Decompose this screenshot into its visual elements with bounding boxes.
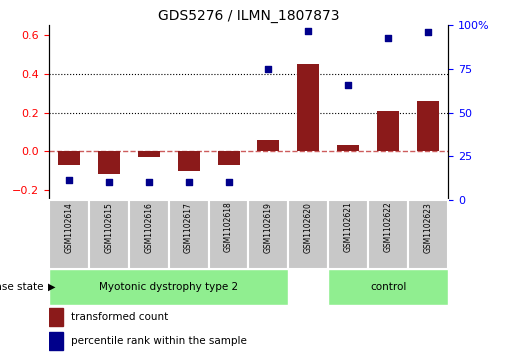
FancyBboxPatch shape: [248, 200, 288, 269]
Text: Myotonic dystrophy type 2: Myotonic dystrophy type 2: [99, 282, 238, 292]
FancyBboxPatch shape: [168, 200, 209, 269]
Bar: [377, 111, 399, 151]
Text: GSM1102620: GSM1102620: [304, 202, 313, 253]
Text: GSM1102615: GSM1102615: [105, 202, 113, 253]
Point: [384, 35, 392, 41]
Point: [304, 28, 313, 33]
Text: ▶: ▶: [48, 282, 56, 292]
FancyBboxPatch shape: [49, 200, 89, 269]
Point: [145, 179, 153, 185]
FancyBboxPatch shape: [329, 200, 368, 269]
Bar: [98, 151, 120, 175]
Bar: [178, 151, 200, 171]
Point: [65, 178, 73, 183]
Bar: [49, 332, 63, 350]
FancyBboxPatch shape: [49, 269, 288, 305]
Bar: [58, 151, 80, 165]
Bar: [417, 101, 439, 151]
Bar: [337, 146, 359, 151]
Point: [225, 179, 233, 185]
Bar: [297, 64, 319, 151]
Text: GSM1102618: GSM1102618: [224, 202, 233, 253]
Bar: [217, 151, 239, 165]
FancyBboxPatch shape: [329, 269, 448, 305]
FancyBboxPatch shape: [408, 200, 448, 269]
FancyBboxPatch shape: [209, 200, 248, 269]
Text: percentile rank within the sample: percentile rank within the sample: [71, 336, 247, 346]
FancyBboxPatch shape: [288, 200, 329, 269]
Point: [184, 179, 193, 185]
Bar: [138, 151, 160, 157]
Text: GSM1102622: GSM1102622: [384, 202, 392, 253]
Bar: [49, 308, 63, 326]
FancyBboxPatch shape: [89, 200, 129, 269]
Text: GSM1102614: GSM1102614: [64, 202, 73, 253]
Text: GSM1102621: GSM1102621: [344, 202, 353, 253]
Text: GSM1102623: GSM1102623: [424, 202, 433, 253]
Point: [105, 179, 113, 185]
Text: control: control: [370, 282, 406, 292]
Point: [424, 29, 432, 35]
Text: GSM1102617: GSM1102617: [184, 202, 193, 253]
Text: GSM1102619: GSM1102619: [264, 202, 273, 253]
Text: transformed count: transformed count: [71, 312, 168, 322]
Text: GSM1102616: GSM1102616: [144, 202, 153, 253]
Bar: [258, 140, 280, 151]
Text: disease state: disease state: [0, 282, 44, 292]
Point: [264, 66, 272, 72]
FancyBboxPatch shape: [368, 200, 408, 269]
FancyBboxPatch shape: [129, 200, 168, 269]
Point: [344, 82, 352, 87]
Title: GDS5276 / ILMN_1807873: GDS5276 / ILMN_1807873: [158, 9, 339, 23]
